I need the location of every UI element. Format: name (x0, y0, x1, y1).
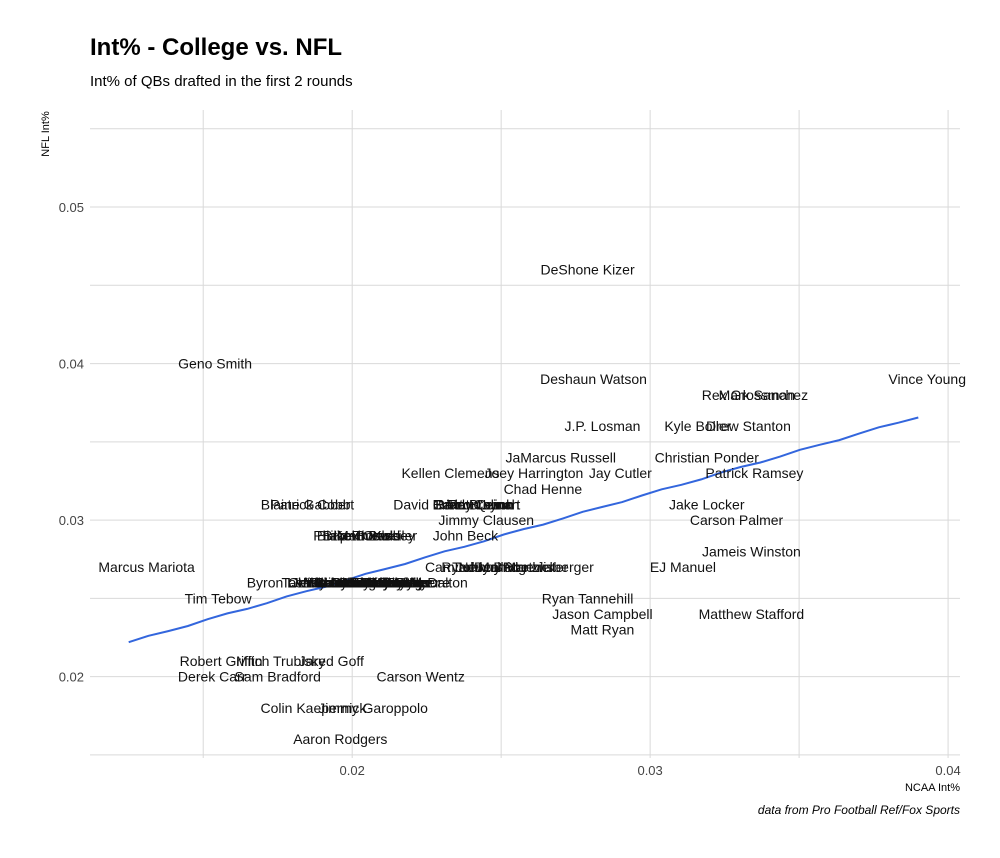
point-label: Paxton Lynch (435, 496, 519, 512)
point-label: Jason Campbell (552, 606, 652, 622)
point-label: David Carr (393, 496, 460, 512)
point-labels: DeShone Kizer Geno Smith Deshaun Watson Vin… (98, 262, 966, 748)
point-label: Byron Leftwich (247, 575, 339, 591)
point-label: Carson Palmer (690, 512, 784, 528)
point-label: Mark Sanchez (719, 387, 808, 403)
y-axis-label: NFL Int% (40, 111, 52, 157)
point-label: JaMarcus Russell (506, 449, 616, 465)
point-label: Colin Kaepernick (261, 700, 368, 716)
point-label: Mitch Trubisky (236, 653, 325, 669)
point-label: Christian Ponder (655, 449, 760, 465)
point-label: Christian Hackenberg (288, 575, 423, 591)
axis-ticks: 0.02 0.03 0.04 0.02 0.03 0.04 0.05 (59, 200, 961, 778)
point-label: Robert Griffin (314, 575, 397, 591)
point-label: John Beck (433, 528, 499, 544)
point-label: EJ Manuel (650, 559, 716, 575)
point-label: Matt Ryan (365, 575, 429, 591)
point-label: Chad Henne (504, 481, 583, 497)
point-label: Derek Carr (178, 669, 247, 685)
point-label: Mitch Trubisky (316, 575, 405, 591)
trend-line (128, 416, 919, 644)
point-label: Jay Cutler (368, 575, 431, 591)
point-label: Joey Harrington (485, 465, 584, 481)
point-label: Aaron Rodgers (293, 731, 387, 747)
point-label: Matt Leinart (446, 496, 520, 512)
point-label: Johnny Manziel (456, 559, 553, 575)
point-label: Mike Glennon (303, 575, 389, 591)
x-tick-label: 0.03 (637, 763, 662, 778)
point-label: Brock Osweiler (323, 528, 417, 544)
point-label: Teddy Bridgewater (452, 559, 568, 575)
point-label: Jimmy Garoppolo (318, 700, 428, 716)
point-label: Rex Grossman (702, 387, 795, 403)
point-label: Alex Smith (352, 575, 419, 591)
point-label: Tavaris Jackson (282, 575, 382, 591)
y-tick-label: 0.05 (59, 200, 84, 215)
point-label: Patrick Cobb (270, 496, 350, 512)
point-label: Tim Tebow (185, 590, 253, 606)
source-caption: data from Pro Football Ref/Fox Sports (757, 803, 960, 817)
point-label: Kyle Boller (664, 418, 731, 434)
point-label: Colt McCoy (331, 575, 403, 591)
point-label: Ryan Lindley (309, 575, 390, 591)
chart-title: Int% - College vs. NFL (90, 34, 343, 61)
point-label: Cam Newton (425, 559, 506, 575)
point-label: Jared Goff (299, 653, 364, 669)
point-label: Ryan Tannehill (330, 575, 422, 591)
point-label: Jay Cutler (589, 465, 652, 481)
point-label: Patrick Ramsey (705, 465, 803, 481)
y-tick-label: 0.03 (59, 513, 84, 528)
point-label: Andy Dalton (392, 575, 468, 591)
point-label: Tim Couch (447, 496, 514, 512)
point-label: Jordan Palmer (316, 575, 407, 591)
point-label: Blake Bortles (317, 528, 399, 544)
point-label: Carson Wentz (376, 669, 464, 685)
x-tick-label: 0.04 (935, 763, 960, 778)
point-label: Joe Flacco (360, 575, 428, 591)
point-label: Ben Roethlisberger (474, 559, 594, 575)
point-label: Deshaun Watson (540, 371, 647, 387)
point-label: DeShone Kizer (540, 262, 635, 278)
point-label: Vince Young (888, 371, 966, 387)
point-label: Geno Smith (178, 356, 252, 372)
point-label: Kellen Moore (368, 575, 451, 591)
point-label: Matt Ryan (571, 622, 635, 638)
x-axis-label: NCAA Int% (905, 782, 960, 794)
point-label: Ryan Tannehill (542, 590, 634, 606)
point-label: Sam Bradford (235, 669, 321, 685)
point-label: Brian Hoyer (366, 575, 440, 591)
point-label: Jimmy Clausen (438, 512, 534, 528)
point-label: J.P. Losman (564, 418, 640, 434)
y-tick-label: 0.02 (59, 670, 84, 685)
point-label: Mark Sanchez (343, 575, 432, 591)
point-label: Kevin Kolb (334, 528, 401, 544)
point-label: Matthew Stafford (699, 606, 805, 622)
x-tick-label: 0.02 (340, 763, 365, 778)
point-label: Marcus Mariota (98, 559, 195, 575)
point-label: Matt Barkley (337, 528, 415, 544)
point-label: Philip Rivers (313, 528, 391, 544)
point-label: Brady Quinn (435, 496, 513, 512)
point-label: Jared Lorenzen (292, 575, 389, 591)
point-label: Cody Kessler (337, 575, 421, 591)
point-label: Vince Young (298, 575, 376, 591)
point-label: Kellen Clemens (401, 465, 499, 481)
point-label: Ryan Mallett (441, 559, 519, 575)
point-label: Jake Locker (669, 496, 745, 512)
point-label: Drew Stanton (706, 418, 791, 434)
point-label: Blaine Gabbert (261, 496, 355, 512)
point-label: Brandon Weeden (316, 575, 425, 591)
y-tick-label: 0.04 (59, 357, 84, 372)
point-label: Brian Brohm (432, 496, 510, 512)
grid-lines (90, 110, 960, 758)
point-label: Jameis Winston (702, 543, 801, 559)
point-label: Robert Griffin (180, 653, 263, 669)
chart-subtitle: Int% of QBs drafted in the first 2 round… (90, 73, 353, 90)
